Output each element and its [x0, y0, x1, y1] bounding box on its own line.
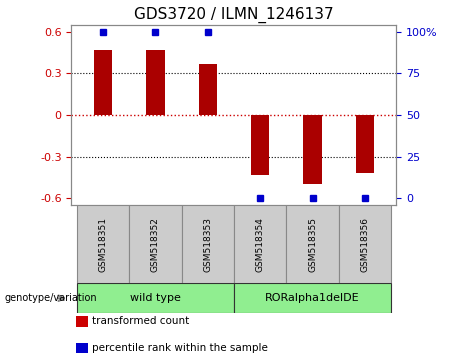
Text: GSM518351: GSM518351	[98, 217, 107, 272]
Bar	[129, 205, 182, 283]
Text: GSM518355: GSM518355	[308, 217, 317, 272]
Text: RORalpha1delDE: RORalpha1delDE	[265, 293, 360, 303]
Text: GSM518356: GSM518356	[361, 217, 370, 272]
Text: genotype/variation: genotype/variation	[5, 293, 97, 303]
Bar	[234, 205, 286, 283]
Bar	[182, 205, 234, 283]
Text: wild type: wild type	[130, 293, 181, 303]
Bar	[199, 64, 217, 115]
Bar	[286, 205, 339, 283]
Bar	[339, 205, 391, 283]
Bar	[303, 115, 322, 184]
Bar	[77, 205, 129, 283]
Title: GDS3720 / ILMN_1246137: GDS3720 / ILMN_1246137	[134, 7, 334, 23]
Bar	[146, 50, 165, 115]
Bar	[356, 115, 374, 173]
Bar	[234, 283, 391, 313]
Text: GSM518352: GSM518352	[151, 217, 160, 272]
Bar	[94, 50, 112, 115]
Text: percentile rank within the sample: percentile rank within the sample	[92, 343, 268, 353]
Text: GSM518354: GSM518354	[256, 217, 265, 272]
Text: transformed count: transformed count	[92, 316, 189, 326]
Bar	[251, 115, 269, 175]
Bar	[77, 283, 234, 313]
Text: GSM518353: GSM518353	[203, 217, 212, 272]
